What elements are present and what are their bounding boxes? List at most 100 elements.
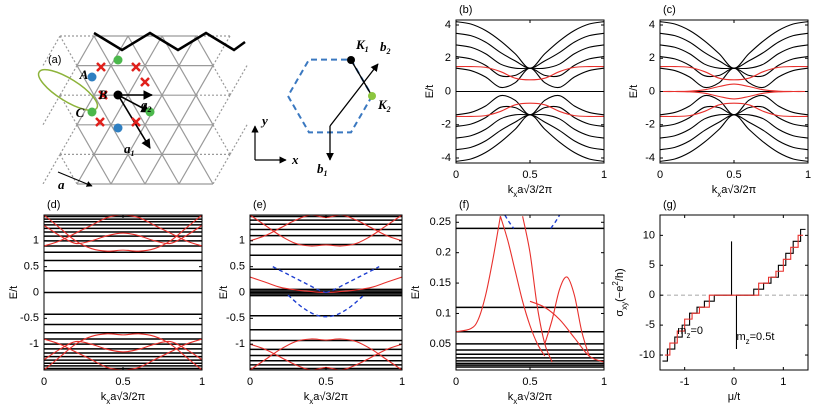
plot-area [456, 215, 604, 368]
lattice-bond [195, 94, 214, 126]
vector-label: a1​ [124, 141, 135, 158]
y-tick-label: 0 [649, 289, 655, 301]
series-line [287, 294, 365, 318]
lattice-bond [161, 154, 180, 185]
x-axis-label-part: k [508, 184, 514, 196]
y-axis-label-script: xy [620, 302, 629, 310]
brillouin-zone [286, 58, 374, 134]
length-arrow [57, 171, 93, 187]
unit-highlight [37, 68, 99, 112]
series-label-part: m [736, 331, 745, 343]
b-label-part: b [380, 39, 387, 54]
panel-title: (e) [253, 199, 266, 211]
lattice-bond [93, 124, 112, 155]
series-line [499, 216, 546, 357]
series-line [44, 338, 202, 370]
b-label-part: b [317, 161, 324, 176]
y-tick-label: 0.1 [436, 307, 451, 319]
x-axis-label-part: k [101, 391, 107, 403]
y-tick-label: 0.5 [230, 261, 245, 273]
lattice-bond [195, 35, 214, 66]
k-label: K1​ [355, 37, 369, 54]
y-axis-label-part: σ [614, 310, 626, 317]
site-a [87, 72, 97, 82]
lattice-bond [178, 94, 197, 126]
vector-label-part: a [58, 177, 65, 192]
series-line [456, 113, 604, 139]
vector-label-script: 2 [147, 105, 152, 114]
series-line [660, 90, 808, 100]
impurity [98, 90, 108, 100]
lattice-bond [127, 94, 146, 126]
lattice-bond [42, 154, 61, 185]
b-label-script: 2 [386, 47, 391, 56]
lattice-bond [212, 154, 231, 185]
vector-arrow [117, 94, 151, 113]
series-line [456, 44, 604, 70]
series-line [660, 113, 808, 139]
series-line [529, 300, 604, 363]
k-label-script: 1 [365, 45, 369, 54]
lattice-bond [127, 35, 146, 66]
lattice-bond [42, 94, 61, 126]
y-tick-label: 0.15 [430, 277, 451, 289]
series-line [250, 338, 402, 370]
lattice-bond [144, 154, 163, 185]
series-line [660, 83, 808, 93]
series-line [522, 216, 553, 363]
plot-area [250, 215, 402, 370]
lattice-bond [144, 35, 163, 66]
y-tick-label: 2 [445, 52, 451, 64]
lattice-bond [93, 154, 112, 185]
zigzag-edge [93, 31, 246, 52]
plot-area [44, 215, 202, 370]
x-axis-label: kx​a√3/2π [101, 391, 146, 405]
y-tick-label: 0 [445, 85, 451, 97]
y-tick-label: -5 [645, 319, 655, 331]
axis-label: x [291, 152, 299, 167]
lattice-bond [93, 94, 112, 126]
series-line [660, 65, 808, 81]
y-axis-label-script: 2 [611, 281, 620, 286]
series-line [660, 114, 808, 151]
y-tick-label: -10 [639, 349, 655, 361]
x-tick-label: 1 [199, 376, 205, 388]
series-label-script: z [746, 337, 750, 346]
series-line [456, 102, 604, 118]
y-tick-label: -1 [235, 338, 245, 350]
lattice-bond [76, 65, 95, 96]
y-axis-label: E/t [628, 85, 640, 98]
series-line [660, 67, 808, 89]
plot-area [660, 21, 808, 162]
b-label-script: 1 [324, 169, 328, 178]
series-line [664, 234, 804, 356]
series-label: mz​=0 [677, 325, 703, 340]
reciprocal-b2 [329, 63, 379, 127]
k-label-script: 2 [386, 105, 391, 114]
impurity [131, 117, 141, 127]
y-axis-label: E/t [218, 286, 230, 299]
x-tick-label: 0.5 [318, 376, 333, 388]
y-axis-label: E/t [8, 286, 20, 299]
panel-title: (g) [663, 199, 676, 211]
panel-title: (d) [47, 199, 60, 211]
y-axis-label: E/t [410, 286, 422, 299]
lattice-bond [76, 154, 95, 185]
impurity [140, 77, 150, 87]
vector-label: a [58, 177, 65, 192]
y-tick-label: 0 [239, 286, 245, 298]
y-tick-label: 4 [445, 19, 451, 31]
lattice-bond [59, 35, 78, 66]
y-tick-label: -2 [645, 119, 655, 131]
x-axis-label-part: a√3/2π [110, 391, 145, 403]
b-label: b2​ [380, 39, 391, 56]
plot-area [456, 21, 604, 162]
y-tick-label: -0.5 [20, 312, 39, 324]
site-a [113, 123, 123, 133]
x-tick-label: 1 [399, 376, 405, 388]
y-tick-label: 0.05 [430, 338, 451, 350]
y-axis-label-part: /h) [614, 268, 626, 281]
lattice-bond [212, 124, 231, 155]
series-line [250, 276, 402, 294]
panel-title: (f) [459, 199, 469, 211]
